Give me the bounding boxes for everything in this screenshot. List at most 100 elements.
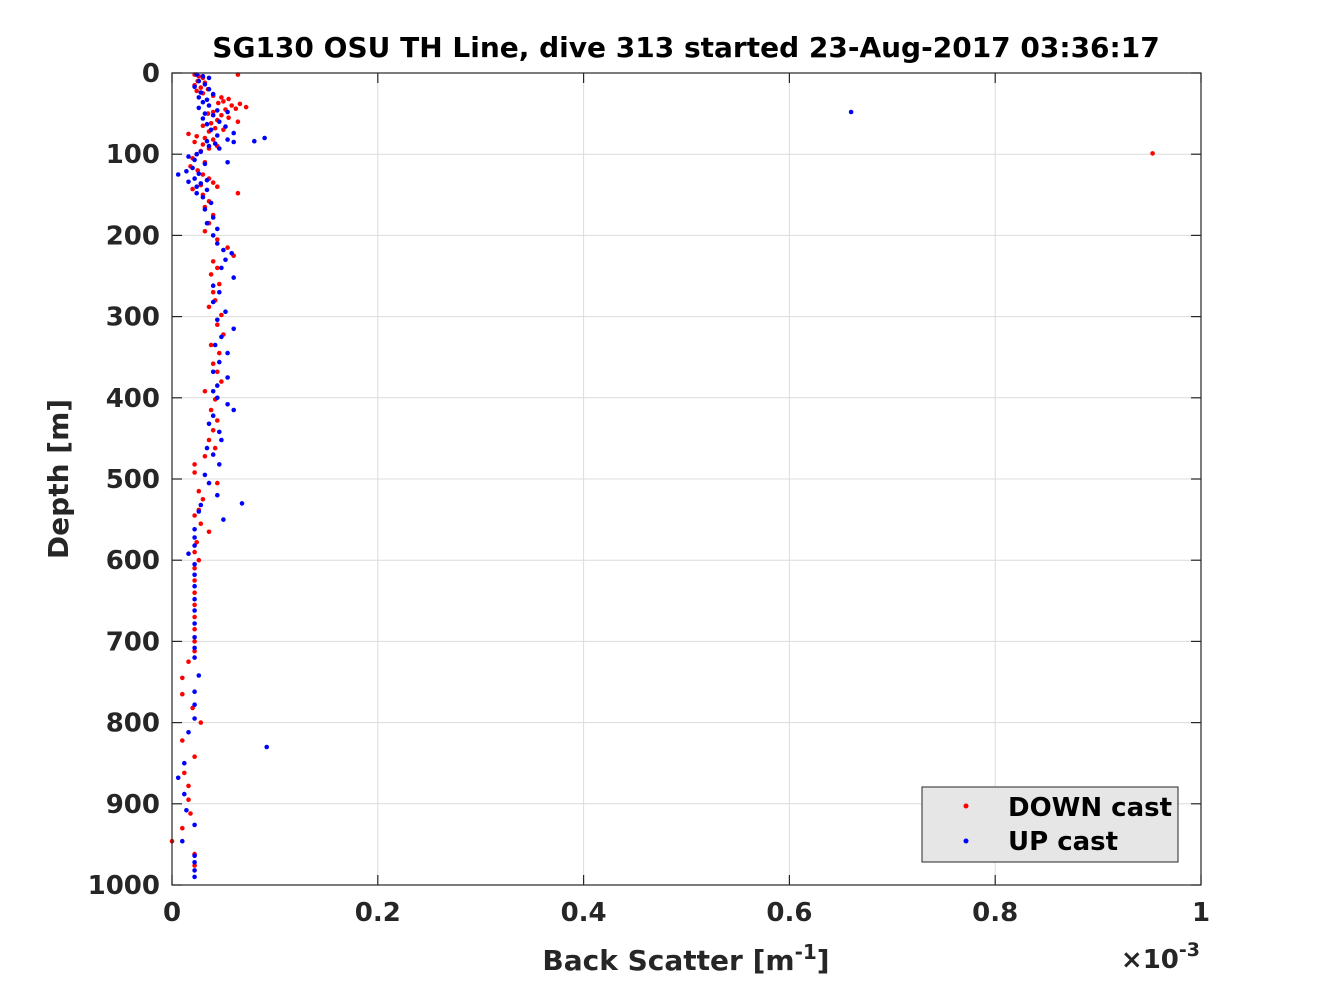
data-point — [180, 738, 185, 743]
data-point — [198, 149, 204, 155]
data-point — [208, 127, 214, 133]
data-point — [198, 502, 204, 508]
data-point — [192, 572, 197, 578]
data-point — [206, 437, 212, 443]
data-point — [210, 428, 216, 433]
data-point — [231, 139, 236, 145]
data-point — [192, 176, 197, 181]
data-point — [217, 281, 222, 287]
chart-title: SG130 OSU TH Line, dive 313 started 23-A… — [212, 31, 1159, 64]
data-point — [210, 361, 216, 367]
data-point — [210, 112, 216, 118]
data-point — [192, 874, 197, 880]
data-point — [192, 462, 197, 467]
x-tick-label: 0.4 — [561, 898, 607, 928]
data-point — [219, 334, 224, 340]
data-point — [188, 811, 193, 816]
data-point — [217, 119, 222, 124]
y-tick-label: 600 — [106, 546, 160, 576]
data-point — [225, 137, 230, 142]
data-point — [219, 437, 224, 443]
data-point — [206, 103, 212, 108]
data-point — [204, 138, 210, 144]
data-point — [192, 645, 197, 651]
data-point — [184, 169, 189, 174]
data-point — [202, 82, 208, 87]
x-multiplier: ×10-3 — [1121, 939, 1200, 975]
data-point — [212, 141, 218, 146]
data-point — [206, 143, 212, 149]
y-axis-label: Depth [m] — [42, 399, 75, 559]
data-point — [192, 863, 197, 868]
y-tick-label: 700 — [106, 627, 160, 657]
data-point — [231, 130, 236, 136]
ticks: 0 0.2 0.4 0.6 0.8 1 0 100 200 300 400 500 600 700 800 9… — [88, 59, 1210, 928]
data-point — [196, 171, 202, 176]
data-point — [192, 754, 197, 759]
data-point — [217, 462, 222, 467]
data-point — [221, 517, 226, 522]
data-point — [215, 184, 220, 189]
data-point — [239, 501, 245, 506]
data-point — [231, 326, 236, 332]
y-tick-label: 1000 — [88, 871, 160, 901]
legend-label-down: DOWN cast — [1008, 793, 1172, 823]
data-point — [223, 257, 228, 263]
data-point — [192, 470, 197, 475]
data-point — [215, 492, 220, 498]
data-point — [204, 220, 210, 226]
data-point — [223, 124, 228, 129]
data-point — [192, 583, 197, 589]
data-point — [190, 165, 195, 171]
data-point — [210, 180, 216, 185]
data-point — [192, 655, 197, 660]
data-point — [216, 100, 221, 106]
data-point — [215, 241, 220, 246]
data-point — [210, 413, 216, 419]
y-tick-label: 0 — [142, 59, 160, 89]
y-tick-label: 100 — [106, 140, 160, 170]
data-point — [200, 99, 206, 105]
data-point — [215, 418, 220, 423]
data-point — [206, 304, 212, 310]
data-point — [225, 402, 230, 407]
data-point — [192, 157, 197, 163]
data-point — [186, 131, 191, 137]
data-point — [202, 161, 208, 167]
data-point — [215, 395, 220, 401]
data-point — [192, 527, 197, 532]
data-point — [262, 135, 267, 141]
data-point — [175, 172, 181, 177]
data-point — [229, 251, 234, 256]
data-point — [219, 265, 224, 271]
data-point — [175, 775, 181, 781]
data-point — [210, 289, 216, 295]
data-point — [194, 190, 199, 196]
data-point — [202, 229, 208, 234]
data-point — [215, 322, 220, 328]
data-point — [204, 177, 210, 183]
data-point — [204, 445, 210, 451]
data-point — [231, 407, 236, 413]
data-point — [192, 853, 197, 859]
data-point — [210, 299, 216, 305]
data-point — [192, 614, 197, 620]
data-point — [192, 84, 197, 90]
data-point — [182, 791, 187, 797]
x-multiplier-exponent: -3 — [1179, 939, 1200, 961]
x-axis-label-sup: -1 — [795, 940, 817, 964]
legend: DOWN cast UP cast — [921, 786, 1179, 863]
data-point — [196, 557, 202, 563]
x-tick-label: 0.6 — [766, 898, 812, 928]
data-point — [208, 272, 214, 277]
data-point — [215, 369, 220, 375]
x-tick-label: 0.2 — [355, 898, 401, 928]
data-point — [212, 445, 218, 451]
data-point — [192, 513, 197, 518]
data-point — [215, 226, 220, 232]
data-point — [202, 389, 208, 394]
x-multiplier-prefix: ×10 — [1121, 945, 1179, 975]
data-point — [225, 160, 230, 165]
data-point — [204, 187, 210, 193]
data-point — [200, 142, 206, 147]
